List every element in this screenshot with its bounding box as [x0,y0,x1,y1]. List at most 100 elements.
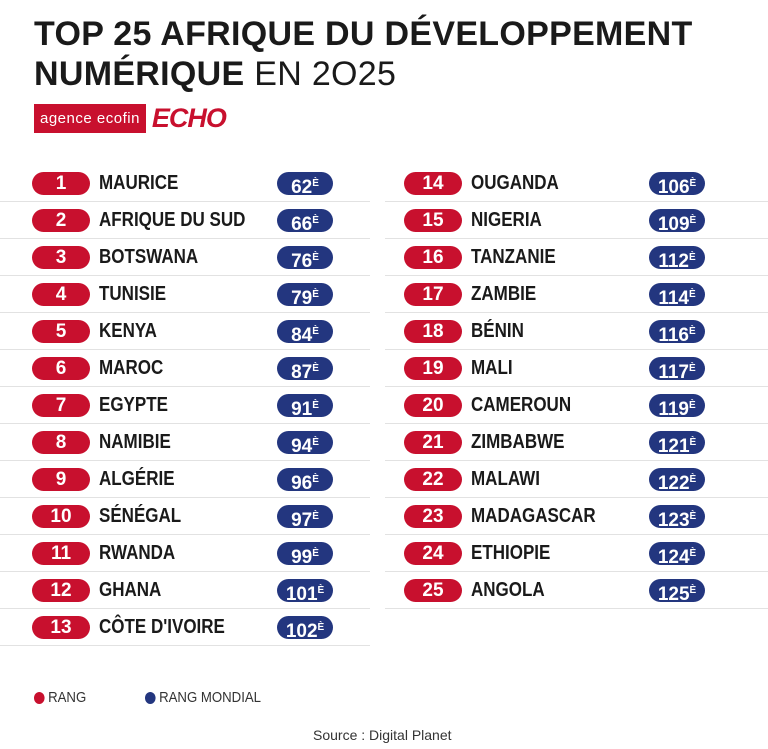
rank-badge: 18 [404,320,462,343]
country-name: BÉNIN [471,320,524,342]
world-rank-badge: 124È [649,542,705,568]
list-item: 14 OUGANDA 106È [385,165,768,202]
rank-badge: 10 [32,505,90,528]
world-rank-suffix: È [689,474,697,485]
country-name: ZAMBIE [471,283,537,305]
list-item: 3 BOTSWANA 76È [0,239,370,276]
list-item: 2 AFRIQUE DU SUD 66È [0,202,370,239]
country-name: AFRIQUE DU SUD [99,209,246,231]
world-rank: 124 [657,547,690,568]
world-rank-badge: 94È [277,431,333,457]
list-item: 24 ETHIOPIE 124È [385,535,768,572]
world-rank: 96 [291,473,313,494]
country-name: TANZANIE [471,246,556,268]
rank-badge: 3 [32,246,90,269]
country-name: CÔTE D'IVOIRE [99,616,225,638]
country-name: EGYPTE [99,394,168,416]
legend-rank-label: RANG [48,689,87,706]
legend-rank: RANG [34,689,86,706]
country-name: BOTSWANA [99,246,199,268]
country-name: GHANA [99,579,162,601]
country-name: KENYA [99,320,157,342]
world-rank-badge: 114È [649,283,705,309]
world-rank-suffix: È [312,178,319,189]
list-item: 9 ALGÉRIE 96È [0,461,370,498]
world-rank-badge: 125È [649,579,705,605]
rank-badge: 11 [32,542,90,565]
rank-badge: 16 [404,246,462,269]
world-rank-suffix: È [317,622,325,633]
country-name: MALAWI [471,468,540,490]
world-rank-suffix: È [689,437,697,448]
world-rank: 112 [658,251,689,272]
page-title: TOP 25 AFRIQUE DU DÉVELOPPEMENT NUMÉRIQU… [34,14,693,94]
rank-badge: 12 [32,579,90,602]
list-item: 10 SÉNÉGAL 97È [0,498,370,535]
rank-badge: 2 [32,209,90,232]
country-name: TUNISIE [99,283,167,305]
world-rank: 114 [658,288,689,309]
list-item: 12 GHANA 101È [0,572,370,609]
world-rank-badge: 62È [277,172,333,198]
world-rank: 121 [657,436,690,457]
world-rank-suffix: È [689,585,697,596]
world-rank: 116 [658,325,689,346]
world-rank-suffix: È [312,326,319,337]
world-rank-badge: 102È [277,616,333,642]
country-name: ZIMBABWE [471,431,565,453]
list-item: 15 NIGERIA 109È [385,202,768,239]
world-rank-suffix: È [688,252,696,263]
country-name: ANGOLA [471,579,545,601]
world-rank-badge: 116È [649,320,705,346]
world-rank: 109 [657,214,690,235]
world-rank-badge: 99È [277,542,333,568]
world-rank-suffix: È [688,289,696,300]
rank-badge: 7 [32,394,90,417]
list-item: 19 MALI 117È [385,350,768,387]
world-rank-badge: 96È [277,468,333,494]
country-name: NAMIBIE [99,431,171,453]
world-rank-suffix: È [312,548,319,559]
world-rank-suffix: È [312,474,319,485]
country-name: MAURICE [99,172,179,194]
world-rank-suffix: È [689,178,697,189]
world-rank: 91 [291,399,313,420]
country-name: CAMEROUN [471,394,572,416]
blue-dot-icon [145,691,156,704]
world-rank-suffix: È [689,215,697,226]
list-item: 18 BÉNIN 116È [385,313,768,350]
title-light: EN 2O25 [254,55,397,93]
country-name: RWANDA [99,542,176,564]
world-rank-badge: 123È [649,505,705,531]
title-bold: NUMÉRIQUE [34,55,245,93]
list-item: 6 MAROC 87È [0,350,370,387]
rank-badge: 17 [404,283,462,306]
world-rank-suffix: È [688,400,696,411]
list-item: 11 RWANDA 99È [0,535,370,572]
list-item: 7 EGYPTE 91È [0,387,370,424]
list-item: 22 MALAWI 122È [385,461,768,498]
world-rank: 122 [657,473,690,494]
world-rank-badge: 109È [649,209,705,235]
list-item: 4 TUNISIE 79È [0,276,370,313]
legend-world-label: RANG MONDIAL [159,689,262,706]
world-rank: 97 [291,510,313,531]
world-rank-badge: 97È [277,505,333,531]
rank-badge: 24 [404,542,462,565]
rank-badge: 1 [32,172,90,195]
rank-badge: 20 [404,394,462,417]
world-rank-suffix: È [688,363,696,374]
list-item: 13 CÔTE D'IVOIRE 102È [0,609,370,646]
world-rank-suffix: È [312,215,319,226]
red-dot-icon [34,691,45,704]
list-item: 17 ZAMBIE 114È [385,276,768,313]
country-name: ETHIOPIE [471,542,551,564]
country-name: OUGANDA [471,172,559,194]
world-rank-suffix: È [689,511,697,522]
list-item: 20 CAMEROUN 119È [385,387,768,424]
list-item: 21 ZIMBABWE 121È [385,424,768,461]
rank-badge: 5 [32,320,90,343]
list-item: 1 MAURICE 62È [0,165,370,202]
world-rank: 76 [291,251,313,272]
legend-world: RANG MONDIAL [145,689,261,706]
